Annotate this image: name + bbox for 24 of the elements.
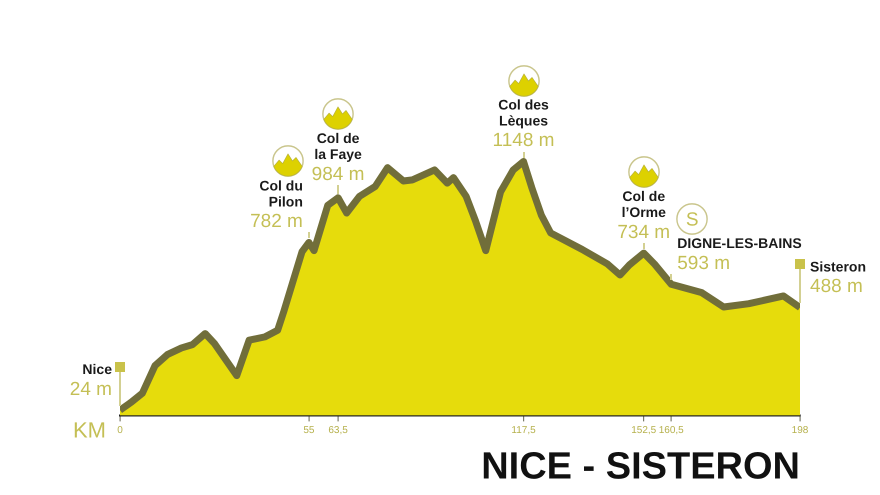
annotation: Sisteron: [810, 258, 866, 274]
x-tick-label: 160,5: [658, 425, 684, 436]
data-label: 24 m: [70, 378, 112, 400]
annotation: Col des Lèques: [498, 96, 550, 128]
annotation: Col de la Faye: [314, 130, 362, 162]
annotation: S: [686, 209, 699, 230]
data-label: 593 m: [677, 252, 730, 274]
annotation: Col de l’Orme: [622, 188, 666, 220]
annotation: DIGNE-LES-BAINS: [677, 235, 802, 252]
x-tick-label: 198: [792, 425, 809, 436]
x-tick-label: 117,5: [511, 425, 536, 436]
data-label: 1148 m: [492, 130, 555, 152]
x-tick-label: 0: [117, 425, 124, 436]
x-axis-title: KM: [73, 417, 106, 442]
data-label: 782 m: [250, 211, 303, 232]
data-label: 984 m: [312, 164, 364, 185]
annotation: Nice: [82, 360, 112, 377]
x-tick-label: 63,5: [328, 425, 348, 436]
data-label: 734 m: [617, 222, 670, 243]
data-label: 488 m: [810, 276, 863, 298]
x-tick-label: 152,5: [631, 425, 657, 436]
x-tick-label: 55: [303, 425, 315, 436]
text: NICE - SISTERON: [481, 446, 800, 488]
annotation: Col du Pilon: [259, 177, 303, 210]
